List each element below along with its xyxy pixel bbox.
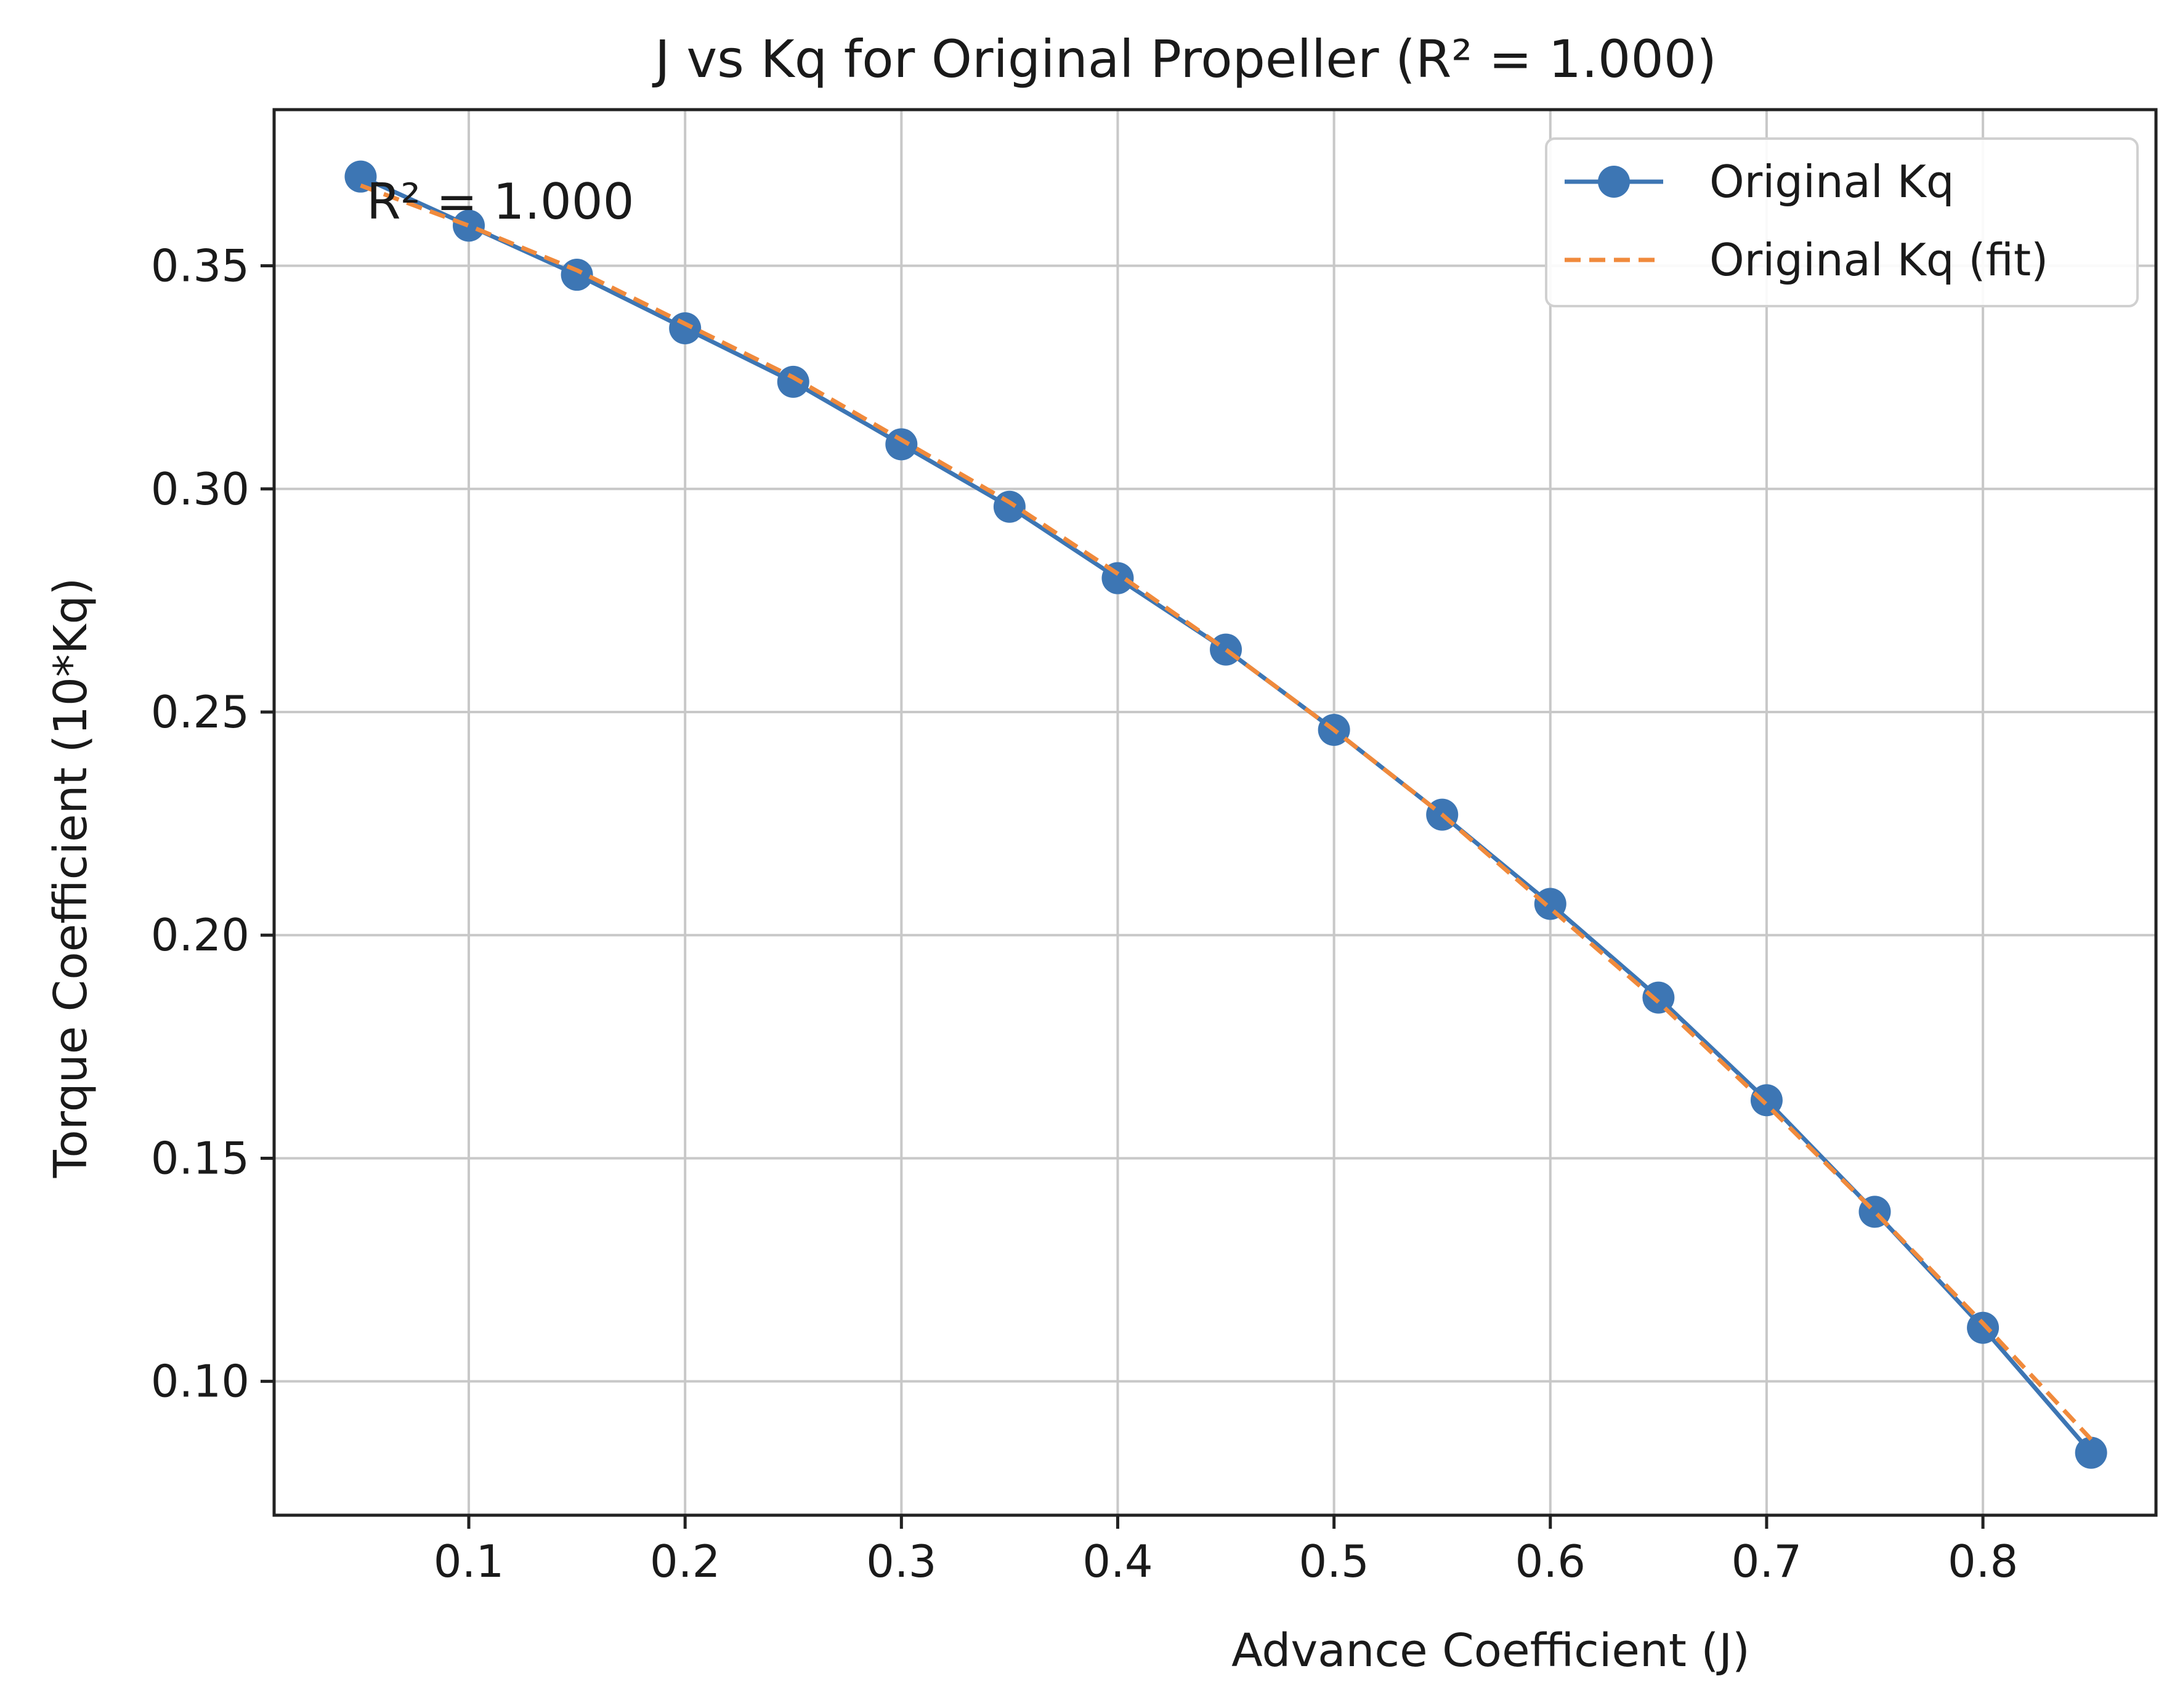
data-point-original-kq (1750, 1084, 1783, 1117)
legend-label-fit: Original Kq (fit) (1709, 234, 2048, 286)
x-tick-label: 0.8 (1948, 1536, 2019, 1587)
x-axis-label: Advance Coefficient (J) (1231, 1624, 1750, 1677)
x-tick-label: 0.4 (1082, 1536, 1153, 1587)
y-tick-label: 0.25 (151, 686, 249, 738)
data-point-original-kq (993, 490, 1026, 523)
data-point-original-kq (1210, 633, 1242, 666)
chart-title: J vs Kq for Original Propeller (R² = 1.0… (652, 29, 1717, 89)
data-point-original-kq (1534, 888, 1566, 920)
x-tick-label: 0.3 (866, 1536, 937, 1587)
y-tick-label: 0.15 (151, 1132, 249, 1184)
r-squared-annotation: R² = 1.000 (367, 173, 634, 230)
x-tick-label: 0.6 (1515, 1536, 1586, 1587)
y-tick-label: 0.35 (151, 240, 249, 292)
data-point-original-kq (669, 312, 702, 344)
axes-frame (272, 108, 2158, 1517)
y-tick-label: 0.10 (151, 1356, 249, 1407)
y-tick-label: 0.20 (151, 909, 249, 961)
data-point-original-kq (453, 209, 485, 242)
y-axis-label: Torque Coefficient (10*Kq) (44, 578, 97, 1179)
legend: Original Kq Original Kq (fit) (1545, 137, 2139, 307)
legend-label-original: Original Kq (1709, 156, 1955, 208)
series-line-original-kq (360, 174, 2093, 1454)
data-point-original-kq (1967, 1311, 2000, 1344)
x-tick-label: 0.7 (1732, 1536, 1802, 1587)
data-point-original-kq (885, 428, 918, 461)
legend-box (1545, 137, 2139, 307)
data-point-original-kq (561, 259, 593, 291)
legend-marker-original (1598, 166, 1630, 198)
grid (274, 110, 2156, 1515)
x-tick-label: 0.2 (650, 1536, 721, 1587)
data-point-original-kq (344, 160, 377, 193)
data-point-original-kq (777, 365, 809, 398)
plot-area (344, 160, 2107, 1469)
series-line-original-kq-fit (360, 183, 2093, 1441)
data-point-original-kq (1642, 981, 1675, 1014)
x-tick-label: 0.1 (434, 1536, 504, 1587)
y-tick-label: 0.30 (151, 463, 249, 515)
x-tick-label: 0.5 (1299, 1536, 1369, 1587)
ticks: 0.1 0.2 0.3 0.4 0.5 0.6 0.7 0.8 0.10 0.15 0.20 0.25… (151, 240, 2019, 1587)
data-point-original-kq (2075, 1436, 2107, 1469)
